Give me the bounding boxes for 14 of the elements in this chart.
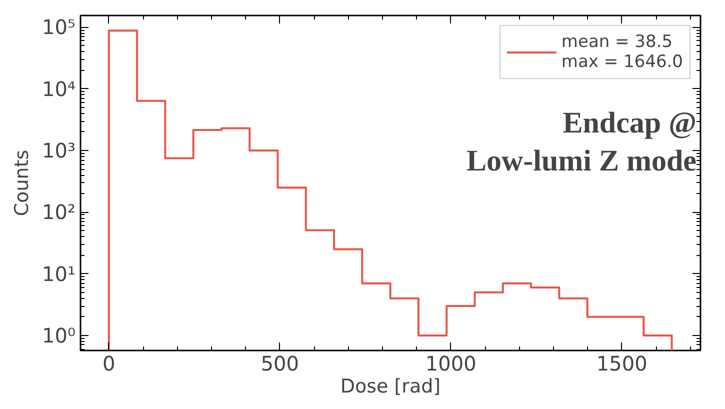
x-tick-label: 500: [260, 352, 299, 376]
legend-label: mean = 38.5 max = 1646.0: [561, 32, 683, 72]
y-tick-label: 10⁴: [42, 76, 76, 101]
y-tick-label: 10⁰: [42, 323, 76, 348]
annotation: Endcap @ Low-lumi Z mode: [466, 106, 697, 178]
y-tick-label: 10⁵: [42, 15, 76, 40]
y-tick-label: 10¹: [42, 262, 76, 286]
x-tick-label: 0: [102, 352, 116, 376]
y-tick-label: 10²: [42, 200, 76, 224]
y-axis-title: Counts: [11, 150, 34, 216]
x-axis-title: Dose [rad]: [340, 376, 441, 398]
x-tick-label: 1000: [425, 352, 476, 376]
y-tick-label: 10³: [42, 138, 76, 163]
x-tick-label: 1500: [596, 352, 648, 376]
